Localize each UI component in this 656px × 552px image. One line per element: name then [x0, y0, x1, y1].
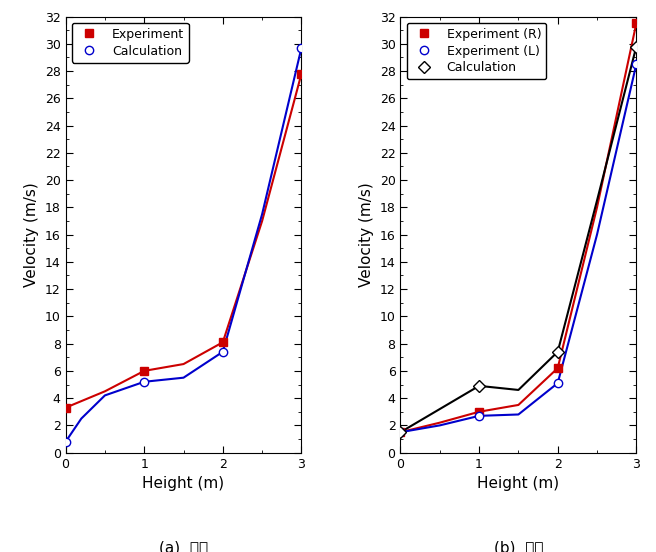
- Line: Experiment (L): Experiment (L): [396, 60, 640, 437]
- Line: Calculation: Calculation: [396, 43, 640, 437]
- Calculation: [396, 429, 404, 436]
- Calculation: [140, 379, 148, 385]
- Calculation: [219, 348, 227, 355]
- Experiment: [219, 339, 227, 346]
- Experiment: [298, 71, 306, 77]
- Experiment (R): [554, 365, 562, 371]
- Experiment (R): [632, 20, 640, 26]
- Calculation: [475, 383, 483, 389]
- X-axis label: Height (m): Height (m): [142, 476, 224, 491]
- Experiment: [140, 368, 148, 374]
- Line: Calculation: Calculation: [62, 44, 306, 446]
- Y-axis label: Velocity (m/s): Velocity (m/s): [359, 182, 374, 287]
- Calculation: [554, 348, 562, 355]
- Calculation: [62, 438, 70, 445]
- Line: Experiment (R): Experiment (R): [396, 19, 640, 437]
- Text: (b)  측면: (b) 측면: [494, 540, 543, 552]
- Experiment (R): [396, 429, 404, 436]
- Legend: Experiment (R), Experiment (L), Calculation: Experiment (R), Experiment (L), Calculat…: [407, 23, 546, 79]
- Experiment (L): [396, 429, 404, 436]
- Calculation: [298, 45, 306, 51]
- Experiment (L): [554, 380, 562, 386]
- Experiment (L): [475, 412, 483, 419]
- Experiment (L): [632, 61, 640, 67]
- Text: (a)  중앙: (a) 중앙: [159, 540, 208, 552]
- X-axis label: Height (m): Height (m): [478, 476, 560, 491]
- Experiment: [62, 405, 70, 411]
- Calculation: [632, 43, 640, 50]
- Line: Experiment: Experiment: [62, 70, 306, 412]
- Y-axis label: Velocity (m/s): Velocity (m/s): [24, 182, 39, 287]
- Legend: Experiment, Calculation: Experiment, Calculation: [72, 23, 189, 62]
- Experiment (R): [475, 408, 483, 415]
